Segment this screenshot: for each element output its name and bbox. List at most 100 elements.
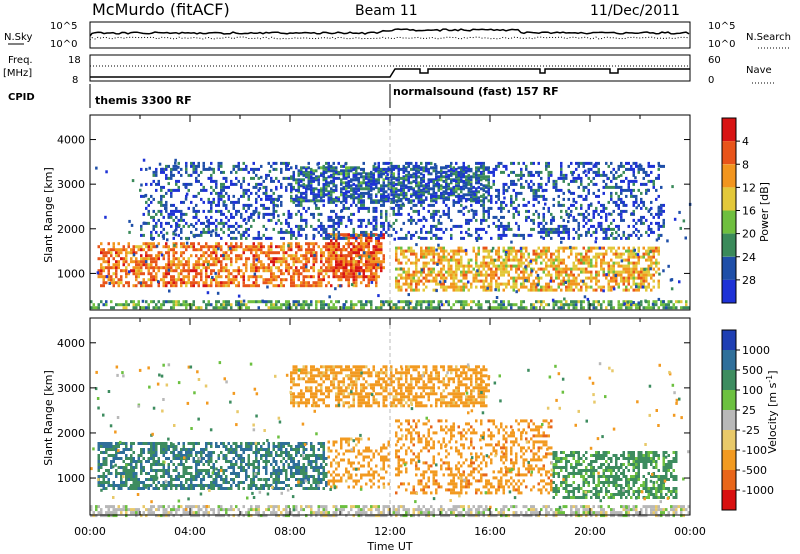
- power-cell: [360, 203, 363, 207]
- power-cell: [207, 248, 210, 252]
- power-cell: [465, 169, 468, 173]
- power-cell: [125, 266, 128, 270]
- power-cell: [522, 173, 525, 177]
- power-cell: [557, 285, 560, 289]
- power-cell: [142, 257, 145, 261]
- power-cell: [442, 194, 445, 198]
- power-cell: [445, 164, 448, 168]
- power-cell: [237, 179, 240, 183]
- cpid-segment-1: themis 3300 RF: [95, 94, 192, 107]
- power-cell: [332, 275, 335, 279]
- power-cell: [662, 224, 665, 228]
- power-cell: [347, 185, 350, 189]
- power-cell: [477, 173, 480, 177]
- power-cell: [585, 285, 588, 289]
- power-cell: [515, 252, 518, 256]
- power-cell: [265, 176, 268, 180]
- power-cell: [377, 187, 380, 191]
- power-cell: [300, 224, 303, 228]
- power-cell: [475, 218, 478, 222]
- power-cell: [180, 245, 183, 249]
- power-cell: [422, 173, 425, 177]
- power-cell: [420, 273, 423, 277]
- power-cell: [202, 281, 205, 285]
- power-cell: [360, 260, 363, 264]
- power-cell: [347, 166, 350, 170]
- power-cell: [405, 279, 408, 283]
- power-cell: [310, 199, 313, 203]
- power-cell: [422, 276, 425, 280]
- power-cell: [467, 197, 470, 201]
- power-cell: [445, 276, 448, 280]
- power-cell: [172, 251, 175, 255]
- power-cell: [390, 181, 393, 185]
- power-cell: [235, 212, 238, 216]
- power-cell: [242, 176, 245, 180]
- power-cell: [487, 181, 490, 185]
- power-cell: [285, 300, 288, 304]
- power-cell: [122, 248, 125, 252]
- power-cell: [380, 203, 383, 207]
- power-cell: [467, 261, 470, 265]
- power-cell: [592, 246, 595, 250]
- power-cell: [387, 166, 390, 170]
- power-cell: [215, 227, 218, 231]
- power-cell: [172, 303, 175, 307]
- power-cell: [107, 278, 110, 282]
- power-cell: [185, 221, 188, 225]
- power-cell: [602, 258, 605, 262]
- power-cell: [272, 278, 275, 282]
- power-cell: [317, 212, 320, 216]
- power-cell: [227, 272, 230, 276]
- power-cell: [447, 215, 450, 219]
- power-cell: [95, 306, 98, 310]
- power-cell: [240, 303, 243, 307]
- power-cell: [340, 272, 343, 276]
- power-cell: [397, 273, 400, 277]
- power-cell: [342, 272, 345, 276]
- power-cell: [340, 260, 343, 264]
- power-cell: [567, 273, 570, 277]
- power-cell: [217, 281, 220, 285]
- power-cell: [217, 197, 220, 201]
- power-cell: [155, 260, 158, 264]
- power-cell: [402, 249, 405, 253]
- power-cell: [135, 275, 138, 279]
- power-cell: [107, 251, 110, 255]
- power-cell: [417, 209, 420, 213]
- power-cell: [627, 279, 630, 283]
- power-cell: [370, 233, 373, 237]
- power-cell: [212, 278, 215, 282]
- power-cell: [650, 264, 653, 268]
- power-cell: [537, 279, 540, 283]
- power-cell: [582, 267, 585, 271]
- power-cell: [622, 179, 625, 183]
- power-cell: [307, 251, 310, 255]
- power-cell: [475, 236, 478, 240]
- power-cell: [237, 224, 240, 228]
- power-cell: [322, 230, 325, 234]
- power-cell: [185, 263, 188, 267]
- power-cell: [637, 285, 640, 289]
- power-cell: [345, 190, 348, 194]
- power-cell: [275, 306, 278, 310]
- power-cell: [177, 272, 180, 276]
- power-cell: [265, 173, 268, 177]
- power-cell: [237, 254, 240, 258]
- power-cell: [547, 233, 550, 237]
- power-cell: [192, 275, 195, 279]
- power-cell: [592, 288, 595, 292]
- power-cell: [632, 279, 635, 283]
- power-cell: [460, 190, 463, 194]
- power-cell: [125, 306, 128, 310]
- power-cell: [430, 249, 433, 253]
- power-cell: [295, 236, 298, 240]
- power-cell: [270, 197, 273, 201]
- power-cell: [412, 279, 415, 283]
- power-cell: [610, 270, 613, 274]
- power-cell: [315, 306, 318, 310]
- power-cell: [327, 197, 330, 201]
- power-cell: [360, 187, 363, 191]
- power-cell: [625, 258, 628, 262]
- power-cell: [155, 224, 158, 228]
